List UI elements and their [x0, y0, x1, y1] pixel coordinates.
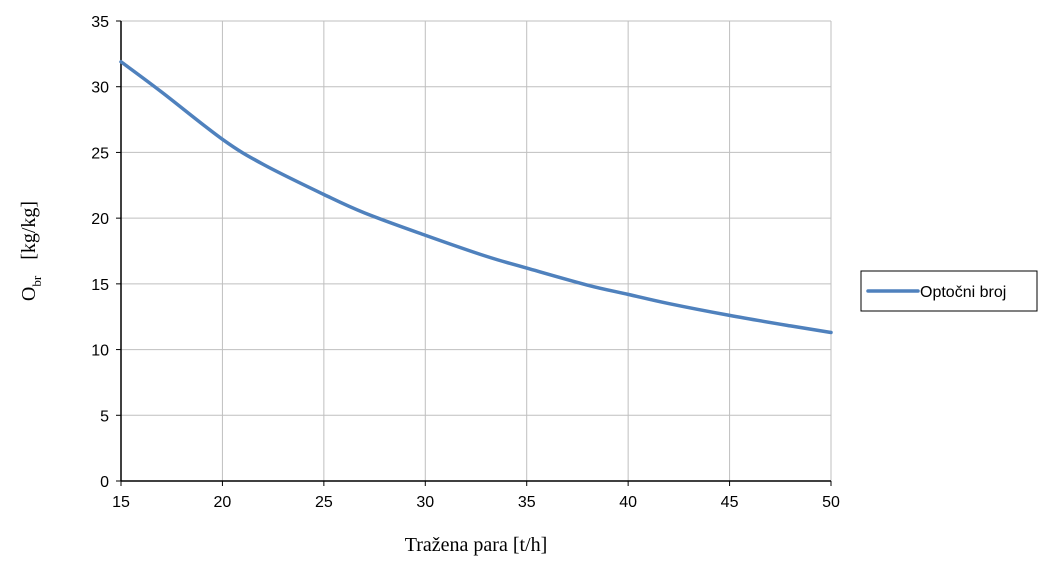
x-tick-label: 35: [518, 494, 536, 511]
x-tick-label: 25: [315, 494, 333, 511]
x-axis-title: Tražena para [t/h]: [405, 534, 548, 556]
y-tick-label: 5: [100, 408, 109, 425]
x-tick-label: 45: [721, 494, 739, 511]
x-tick-label: 50: [822, 494, 840, 511]
series: [119, 59, 833, 335]
y-axis-title-subscript: br: [29, 275, 44, 287]
x-tick-label: 40: [619, 494, 637, 511]
x-tick-label: 20: [214, 494, 232, 511]
y-tick-label: 20: [91, 211, 109, 228]
y-tick-label: 35: [91, 14, 109, 31]
svg-text:Obr[kg/kg]: Obr [kg/kg]: [18, 201, 44, 301]
x-tick-label: 15: [112, 494, 130, 511]
y-axis-title: Obr [kg/kg]: [18, 201, 44, 301]
y-axis-title-unit: [kg/kg]: [18, 201, 40, 260]
legend: Optočni broj: [860, 270, 1038, 312]
y-tick-label: 0: [100, 474, 109, 491]
y-axis-title-main: O: [18, 287, 40, 301]
y-tick-label: 15: [91, 277, 109, 294]
y-tick-label: 30: [91, 80, 109, 97]
series-line: [119, 59, 833, 335]
x-tick-label: 30: [416, 494, 434, 511]
y-tick-label: 10: [91, 343, 109, 360]
tick-labels: 0 5 10 15 20 25 30 35 15 20 25 30 35 40 45 50: [91, 14, 840, 511]
plot-area: [121, 21, 831, 481]
y-tick-label: 25: [91, 145, 109, 162]
legend-label: Optočni broj: [920, 284, 1006, 301]
axes: [116, 20, 832, 486]
